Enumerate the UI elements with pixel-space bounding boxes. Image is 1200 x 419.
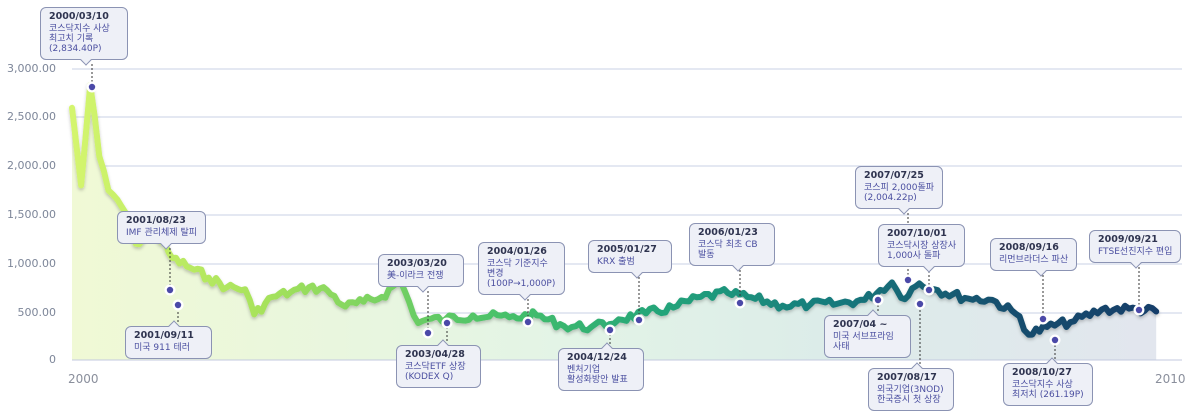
event-description: 코스닥지수 사상 (1012, 380, 1073, 390)
event-date: 2004/01/26 (487, 246, 547, 257)
event-marker-dot (424, 329, 432, 337)
event-description: 최저치 (261.19P) (1012, 390, 1084, 400)
event-description: 코스닥ETF 상장 (405, 362, 466, 372)
event-description: FTSE선진지수 편입 (1098, 247, 1173, 257)
event-callout: 2001/09/11 미국 911 테러 (125, 326, 212, 359)
event-callout: 2009/09/21 FTSE선진지수 편입 (1089, 230, 1182, 263)
event-date: 2003/03/20 (387, 258, 447, 269)
event-description: KRX 출범 (597, 257, 635, 267)
event-marker-dot (904, 276, 912, 284)
index-line (69, 82, 1160, 338)
event-description: 벤처기업 (567, 365, 601, 375)
y-tick-label: 500.00 (17, 306, 57, 319)
event-marker-dot (88, 83, 96, 91)
event-description: 코스닥시장 상장사 (887, 241, 957, 251)
event-marker-dot (166, 286, 174, 294)
event-description: 리먼브라더스 파산 (999, 255, 1069, 265)
event-description: 코스닥지수 사상 (49, 24, 110, 34)
y-tick-label: 1,000.00 (7, 257, 56, 270)
event-callout: 2004/01/26 코스닥 기준지수 변경 (100P→1,000P) (478, 242, 565, 295)
event-date: 2001/08/23 (126, 215, 186, 226)
event-callout: 2008/10/27 코스닥지수 사상 최저치 (261.19P) (1003, 363, 1093, 406)
event-marker-dot (1051, 336, 1059, 344)
event-description: 변경 (487, 269, 504, 279)
event-date: 2007/10/01 (887, 228, 947, 239)
event-date: 2007/04 ~ (833, 319, 888, 330)
y-tick-label: 2,000.00 (7, 159, 56, 172)
event-date: 2001/09/11 (134, 330, 194, 341)
event-date: 2006/01/23 (698, 227, 758, 238)
event-date: 2007/07/25 (864, 170, 924, 181)
event-date: 2000/03/10 (49, 11, 109, 22)
y-tick-label: 1,500.00 (7, 208, 56, 221)
grid-lines (72, 68, 1182, 314)
y-tick-label: 0 (49, 353, 56, 366)
y-tick-label: 2,500.00 (7, 110, 56, 123)
event-marker-dot (443, 319, 451, 327)
event-date: 2005/01/27 (597, 244, 657, 255)
event-callout: 2003/04/28 코스닥ETF 상장 (KODEX Q) (396, 345, 481, 388)
event-description: 코스피 2,000돌파 (864, 183, 935, 193)
event-description: 발동 (698, 250, 715, 260)
event-marker-dot (1135, 306, 1143, 314)
event-marker-dot (736, 299, 744, 307)
event-markers (86, 81, 1145, 346)
event-description: (KODEX Q) (405, 372, 454, 382)
event-callout: 2004/12/24 벤처기업 활성화방안 발표 (558, 348, 644, 391)
event-date: 2008/10/27 (1012, 367, 1072, 378)
y-tick-label: 3,000.00 (7, 62, 56, 75)
event-marker-dot (524, 318, 532, 326)
event-description: 최고치 기록 (49, 34, 94, 44)
event-callout: 2001/08/23 IMF 관리체제 탈피 (117, 211, 206, 244)
event-marker-dot (1039, 315, 1047, 323)
event-callout: 2007/07/25 코스피 2,000돌파 (2,004.22p) (855, 166, 944, 209)
event-description: 코스닥 기준지수 (487, 259, 548, 269)
event-marker-dot (874, 296, 882, 304)
event-description: 활성화방안 발표 (567, 375, 628, 385)
x-tick-label: 2000 (68, 372, 99, 386)
event-description: 미국 서브프라임 (833, 332, 894, 342)
event-description: 1,000사 돌파 (887, 251, 941, 261)
event-marker-dot (925, 286, 933, 294)
event-description: 외국기업(3NOD) (877, 385, 944, 395)
x-tick-label: 2010 (1155, 372, 1186, 386)
event-marker-dot (916, 300, 924, 308)
event-callout: 2007/10/01 코스닥시장 상장사 1,000사 돌파 (878, 224, 966, 267)
event-callout: 2006/01/23 코스닥 최초 CB 발동 (689, 223, 775, 266)
event-description: 美-이라크 전쟁 (387, 271, 444, 281)
event-callout: 2007/08/17 외국기업(3NOD) 한국증시 첫 상장 (868, 368, 954, 411)
event-marker-dot (174, 301, 182, 309)
area-fill (72, 85, 1157, 360)
event-callout: 2007/04 ~ 미국 서브프라임 사태 (824, 315, 911, 358)
event-date: 2004/12/24 (567, 352, 627, 363)
event-callout: 2005/01/27 KRX 출범 (588, 240, 672, 273)
event-description: (2,834.40P) (49, 44, 102, 54)
event-marker-dot (635, 316, 643, 324)
event-date: 2007/08/17 (877, 372, 937, 383)
event-description: 사태 (833, 342, 850, 352)
event-description: (100P→1,000P) (487, 279, 556, 289)
event-callout: 2003/03/20 美-이라크 전쟁 (378, 254, 464, 287)
event-marker-dot (606, 326, 614, 334)
event-description: IMF 관리체제 탈피 (126, 228, 197, 238)
event-date: 2009/09/21 (1098, 234, 1158, 245)
event-date: 2003/04/28 (405, 349, 465, 360)
event-description: 미국 911 테러 (134, 343, 191, 353)
event-description: (2,004.22p) (864, 193, 917, 203)
event-callout: 2008/09/16 리먼브라더스 파산 (990, 238, 1078, 271)
event-callout: 2000/03/10 코스닥지수 사상 최고치 기록 (2,834.40P) (40, 7, 128, 60)
event-description: 코스닥 최초 CB (698, 240, 758, 250)
event-description: 한국증시 첫 상장 (877, 395, 941, 405)
event-date: 2008/09/16 (999, 242, 1059, 253)
